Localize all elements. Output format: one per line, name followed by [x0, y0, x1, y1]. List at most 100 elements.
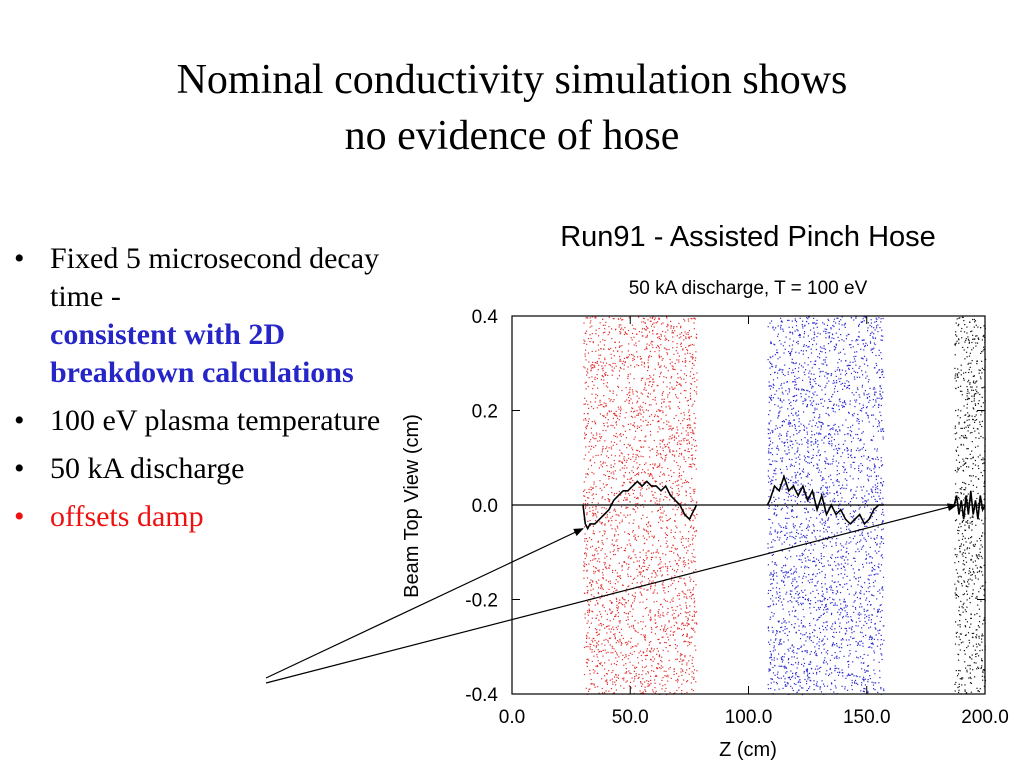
particle-point [629, 494, 631, 496]
particle-point [615, 679, 617, 682]
particle-point [601, 449, 603, 451]
particle-point [783, 484, 785, 486]
particle-point [669, 407, 671, 409]
particle-point [852, 605, 854, 607]
particle-point [771, 454, 774, 456]
particle-point [671, 428, 673, 430]
particle-point [670, 529, 672, 531]
particle-point [671, 434, 673, 436]
particle-point [602, 370, 604, 372]
particle-point [592, 509, 594, 512]
particle-point [804, 324, 806, 326]
particle-point [586, 343, 588, 345]
particle-point [592, 388, 594, 390]
particle-point [834, 382, 836, 384]
particle-point [772, 553, 774, 555]
particle-point [606, 682, 608, 684]
particle-point [595, 445, 597, 447]
particle-point [589, 537, 591, 539]
particle-point [872, 568, 874, 570]
particle-point [657, 521, 660, 524]
particle-point [772, 587, 774, 589]
particle-point [817, 451, 819, 453]
particle-point [678, 493, 680, 496]
particle-point [585, 419, 587, 421]
particle-point [807, 446, 809, 448]
particle-point [659, 446, 661, 448]
particle-point [650, 404, 652, 406]
particle-point [842, 452, 844, 454]
particle-point [680, 474, 683, 477]
particle-point [771, 430, 773, 432]
particle-point [693, 602, 695, 604]
particle-point [672, 366, 674, 368]
particle-point [802, 366, 804, 368]
particle-point [584, 353, 586, 355]
particle-point [838, 668, 840, 670]
particle-point [594, 423, 597, 425]
particle-point [632, 624, 634, 626]
particle-point [807, 364, 809, 366]
particle-point [865, 540, 867, 542]
particle-point [827, 332, 829, 334]
particle-point [792, 689, 794, 692]
particle-point [627, 366, 629, 368]
particle-point [661, 402, 663, 404]
particle-point [842, 406, 844, 408]
particle-point [862, 642, 864, 644]
particle-point [784, 667, 786, 669]
particle-point [668, 474, 670, 476]
particle-point [648, 644, 650, 646]
particle-point [686, 662, 688, 664]
particle-point [781, 401, 783, 403]
particle-point [689, 611, 691, 613]
particle-point [784, 685, 786, 687]
particle-point [615, 689, 617, 691]
particle-point [587, 338, 590, 340]
particle-point [786, 671, 788, 673]
particle-point [589, 688, 591, 690]
particle-point [606, 618, 608, 621]
particle-point [583, 419, 585, 421]
particle-point [807, 540, 809, 542]
particle-point [821, 509, 823, 512]
particle-point [636, 454, 639, 456]
particle-point [649, 393, 651, 395]
particle-point [647, 614, 650, 616]
particle-point [584, 434, 586, 436]
particle-point [832, 589, 834, 591]
particle-point [799, 681, 801, 683]
particle-point [671, 568, 674, 570]
particle-point [879, 376, 881, 379]
particle-point [847, 524, 849, 526]
particle-point [639, 409, 641, 411]
particle-point [767, 627, 769, 629]
particle-point [867, 587, 869, 589]
particle-point [676, 548, 678, 550]
particle-point [687, 333, 689, 336]
particle-point [604, 357, 606, 359]
particle-point [596, 434, 598, 436]
particle-point [847, 449, 849, 451]
particle-point [619, 415, 621, 417]
particle-point [696, 445, 698, 447]
particle-point [771, 561, 773, 563]
particle-point [668, 401, 670, 403]
particle-point [648, 355, 651, 357]
particle-point [661, 527, 663, 529]
particle-point [643, 561, 645, 564]
particle-point [642, 559, 644, 561]
particle-point [791, 515, 793, 517]
particle-point [606, 455, 608, 457]
particle-point [770, 583, 772, 585]
particle-point [829, 564, 831, 566]
particle-point [589, 460, 591, 462]
particle-point [608, 581, 610, 583]
particle-point [770, 357, 772, 359]
particle-point [637, 631, 639, 633]
particle-point [645, 336, 647, 338]
particle-point [598, 467, 600, 469]
particle-point [615, 540, 617, 542]
particle-point [836, 465, 838, 467]
particle-point [644, 387, 646, 389]
